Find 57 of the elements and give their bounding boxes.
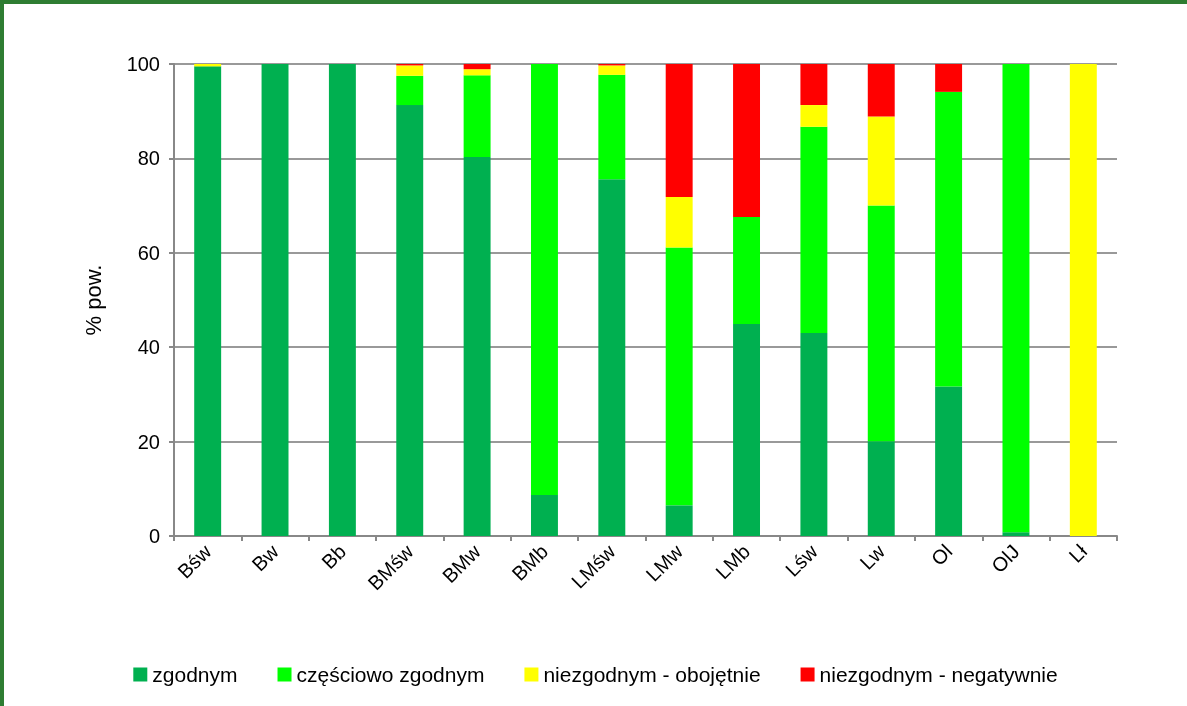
y-tick-label: 0	[148, 525, 160, 547]
bar	[867, 205, 895, 442]
bar	[261, 64, 289, 536]
bar	[733, 216, 761, 325]
bar	[1002, 532, 1030, 536]
bar	[194, 66, 222, 536]
bar	[665, 64, 693, 198]
bar	[463, 75, 491, 157]
bar	[867, 116, 895, 206]
bar	[396, 65, 424, 76]
bar	[396, 105, 424, 536]
bar	[530, 494, 558, 536]
legend-label: częściowo zgodnym	[296, 663, 485, 686]
x-tick-label: LMb	[711, 540, 755, 584]
bar	[598, 74, 626, 180]
bar	[463, 64, 491, 70]
legend-label: niezgodnym - obojętnie	[543, 663, 761, 686]
bar	[800, 105, 828, 127]
bar	[530, 64, 558, 495]
x-tick-label: Bw	[247, 539, 284, 576]
bar	[867, 441, 895, 536]
y-axis-title: % pow.	[80, 264, 106, 336]
x-tick-label: OlJ	[986, 540, 1024, 577]
bar	[733, 324, 761, 536]
bar	[463, 156, 491, 536]
bar	[800, 333, 828, 536]
bar	[598, 65, 626, 75]
bar	[328, 64, 356, 536]
x-tick-label: Lł	[1064, 539, 1092, 567]
bar	[935, 386, 963, 536]
y-tick-label: 40	[137, 336, 160, 359]
x-tick-label: Lw	[855, 539, 890, 574]
bar	[800, 64, 828, 106]
bar	[800, 126, 828, 334]
bar	[1069, 64, 1097, 536]
x-tick-label: Bśw	[173, 539, 216, 583]
bar	[598, 179, 626, 536]
bar	[935, 91, 963, 387]
bar	[1002, 64, 1030, 533]
legend-label: zgodnym	[152, 663, 238, 686]
x-tick-label: Ol	[926, 540, 957, 570]
x-tick-label: Lśw	[780, 539, 823, 581]
bar	[867, 64, 895, 117]
bar	[396, 75, 424, 106]
bar	[733, 64, 761, 217]
x-tick-label: BMb	[507, 540, 553, 585]
bar	[463, 69, 491, 76]
bar	[665, 505, 693, 536]
y-tick-label: 100	[126, 53, 160, 75]
x-tick-label: Bb	[317, 540, 351, 574]
legend-label: niezgodnym - negatywnie	[819, 663, 1058, 686]
bar	[665, 247, 693, 506]
y-tick-label: 80	[137, 147, 160, 170]
bar	[935, 64, 963, 92]
bar	[665, 197, 693, 248]
y-tick-label: 20	[137, 430, 160, 453]
y-tick-label: 60	[137, 241, 160, 264]
